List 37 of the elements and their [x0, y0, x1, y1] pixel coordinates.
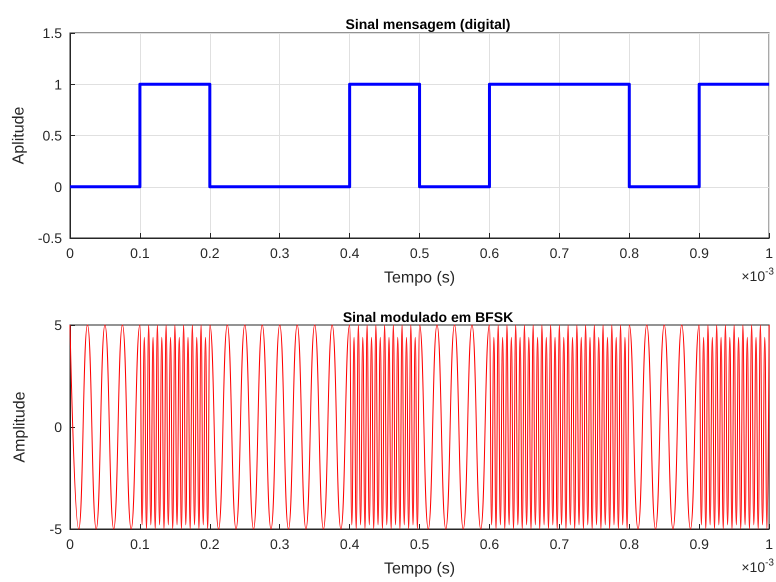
x-tick-label: 0.3 [270, 536, 290, 552]
x-tick-label: 0.3 [270, 245, 290, 261]
x-tick-label: 0.4 [340, 536, 360, 552]
x-tick-label: 0.7 [550, 536, 570, 552]
x-tick-label: 0.4 [340, 245, 360, 261]
x-tick-label: 0.6 [480, 536, 500, 552]
x-tick-label: 1 [765, 536, 774, 552]
y-tick-label: 5 [54, 317, 62, 333]
x-tick-label: 0.6 [480, 245, 500, 261]
y-tick-label: 0 [54, 178, 62, 195]
x-tick-label: 0.9 [689, 536, 710, 552]
x-tick-label: 0.9 [689, 245, 710, 261]
x-axis-title: Tempo (s) [384, 560, 456, 578]
y-axis-title: Aplitude [10, 106, 28, 164]
y-tick-label: -5 [50, 521, 62, 537]
x-tick-label: 1 [765, 245, 774, 261]
x-tick-label: 0.8 [620, 245, 640, 261]
y-tick-label: -0.5 [38, 230, 62, 246]
x-tick-label: 0.7 [550, 245, 570, 261]
x-tick-label: 0.2 [200, 245, 220, 261]
chart-title: Sinal modulado em BFSK [342, 309, 514, 325]
x-tick-label: 0 [66, 245, 74, 261]
chart-title: Sinal mensagem (digital) [346, 16, 510, 32]
x-axis-title: Tempo (s) [384, 270, 456, 286]
x-tick-label: 0.1 [130, 536, 150, 552]
y-tick-label: 1 [54, 76, 62, 92]
y-tick-label: 1.5 [42, 25, 62, 41]
x-tick-label: 0.8 [620, 536, 640, 552]
y-tick-label: 0 [54, 419, 62, 435]
y-axis-title: Amplitude [12, 391, 28, 463]
line-series [70, 324, 770, 530]
y-tick-label: 0.5 [42, 128, 62, 144]
x-tick-label: 0.5 [410, 245, 430, 261]
x-tick-label: 0.1 [130, 245, 150, 261]
x-tick-label: 0 [66, 536, 74, 552]
x-tick-label: 0.2 [200, 536, 220, 552]
x-tick-label: 0.5 [410, 536, 430, 552]
